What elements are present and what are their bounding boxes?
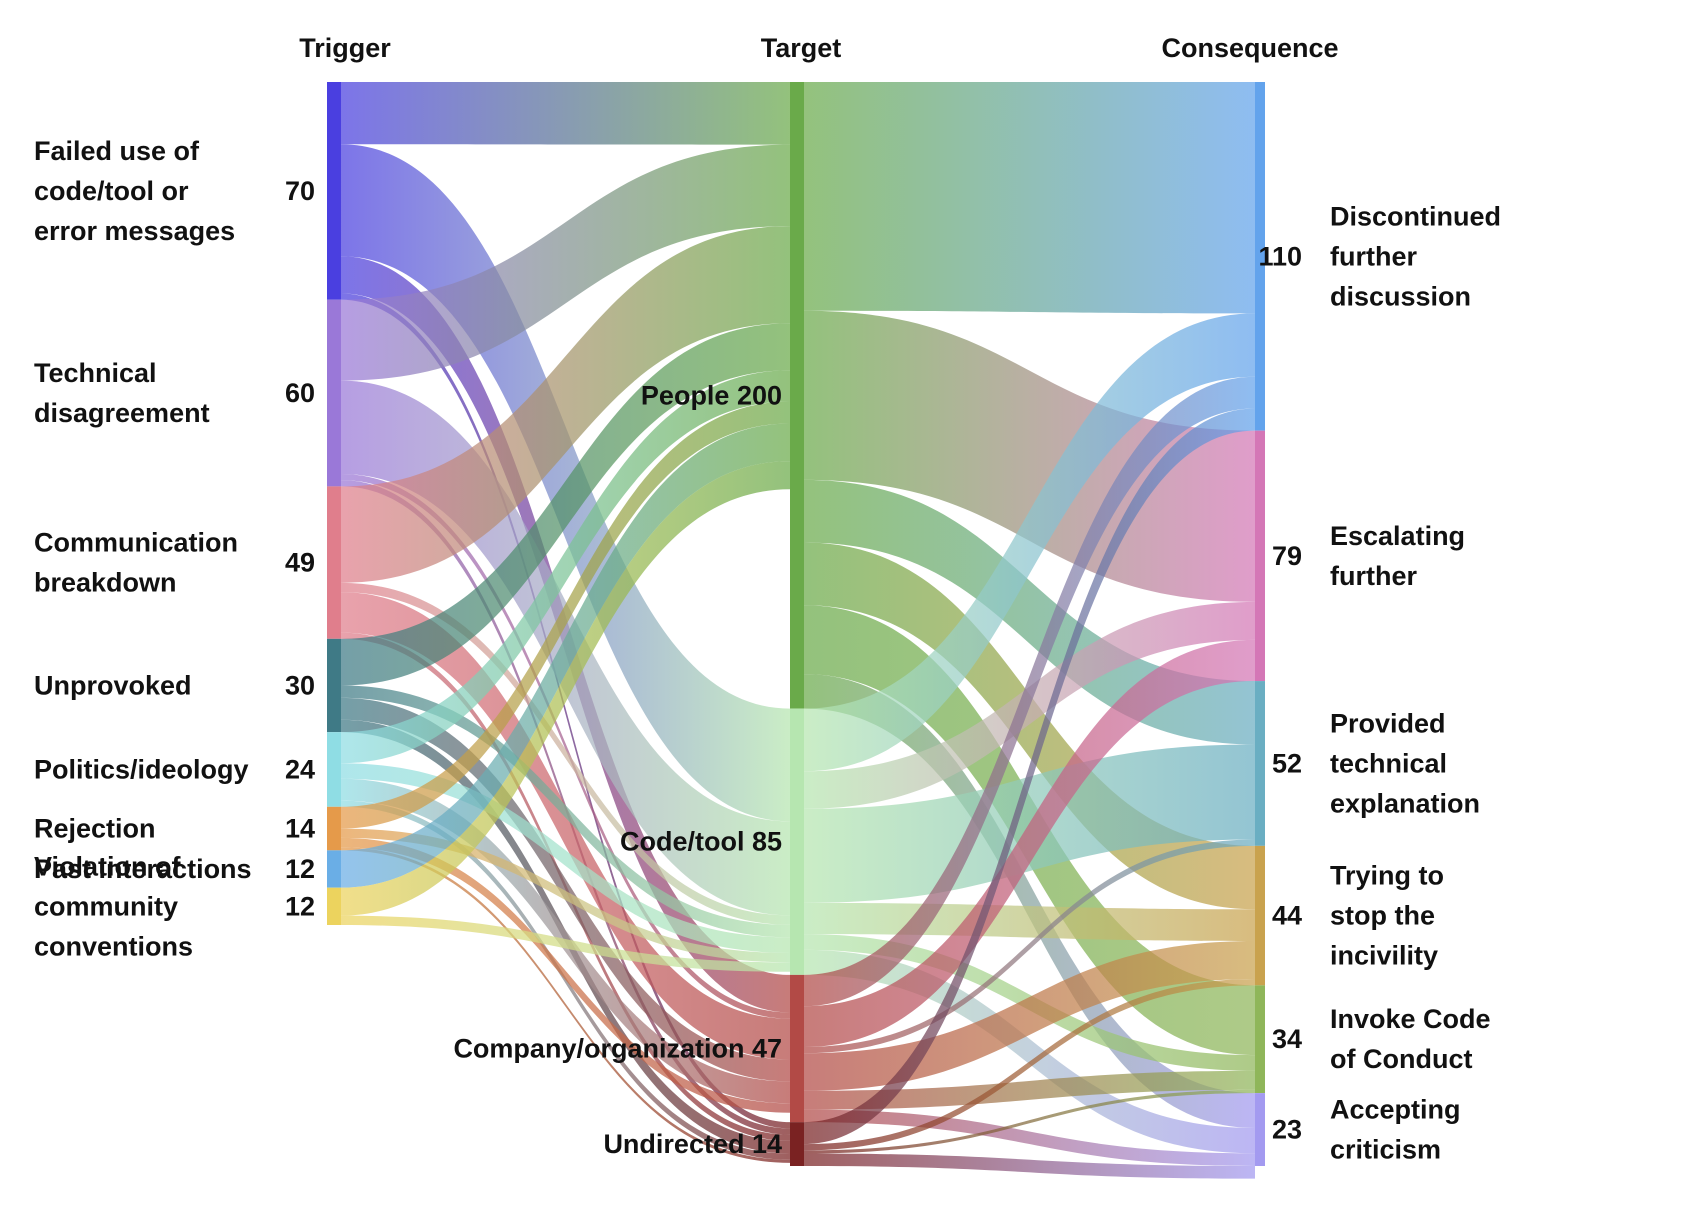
link-politics-ideology-to-undirected [341,800,790,1160]
link-company-organization-to-discontinued-further-discussion [804,376,1255,1007]
link-failed-use-of-code-tool-or-error-messages-to-people [341,82,790,145]
trigger-label-rejection: Rejection [34,814,156,844]
link-rejection-to-company-organization [341,837,790,1113]
target-label-company-organization: Company/organization 47 [453,1034,782,1064]
link-undirected-to-trying-to-stop-the-incivility [804,978,1255,1151]
consequence-label-accepting-criticism: Accepting criticism [1330,1095,1461,1165]
link-people-to-discontinued-further-discussion [804,82,1255,314]
node-consequence-provided-technical-explanation [1255,681,1265,846]
link-people-to-escalating-further [804,310,1255,602]
node-trigger-technical-disagreement [327,299,341,487]
link-communication-breakdown-to-company-organization [341,592,790,1060]
trigger-value-unprovoked: 30 [285,670,315,700]
link-politics-ideology-to-code-tool [341,763,790,953]
target-consequence-links [804,82,1255,1179]
node-trigger-rejection [327,806,341,851]
trigger-value-failed-use-of-code-tool-or-error-messages: 70 [285,176,315,206]
link-past-interactions-to-people [341,423,790,888]
target-label-people: People 200 [641,380,782,410]
link-unprovoked-to-company-organization [341,697,790,1082]
node-target-undirected [790,1122,804,1166]
link-company-organization-to-accepting-criticism [804,1109,1255,1166]
link-technical-disagreement-to-people [341,144,790,381]
node-consequence-discontinued-further-discussion [1255,82,1265,431]
trigger-label-past-interactions: Past interactions [34,854,252,884]
consequence-label-discontinued-further-discussion: Discontinued further discussion [1330,201,1501,311]
consequence-value-provided-technical-explanation: 52 [1272,748,1302,778]
trigger-label-communication-breakdown: Communication breakdown [34,528,238,598]
link-unprovoked-to-people [341,323,790,686]
link-undirected-to-discontinued-further-discussion [804,408,1255,1145]
trigger-label-failed-use-of-code-tool-or-error-messages: Failed use of code/tool or error messages [34,136,235,246]
trigger-value-rejection: 14 [285,814,315,844]
stage-title-trigger: Trigger [299,33,391,63]
link-company-organization-to-escalating-further [804,639,1255,1047]
trigger-value-communication-breakdown: 49 [285,548,315,578]
link-rejection-to-undirected [341,847,790,1163]
link-technical-disagreement-to-company-organization [341,473,790,1019]
link-violation-of-community-conventions-to-people [341,461,790,916]
link-failed-use-of-code-tool-or-error-messages-to-undirected [341,293,790,1129]
trigger-target-links [341,82,790,1163]
node-consequence-escalating-further [1255,430,1265,682]
consequence-value-escalating-further: 79 [1272,541,1302,571]
trigger-value-politics-ideology: 24 [285,754,315,784]
consequence-value-accepting-criticism: 23 [1272,1115,1302,1145]
target-label-undirected: Undirected 14 [603,1129,782,1159]
consequence-label-provided-technical-explanation: Provided technical explanation [1330,708,1480,818]
node-trigger-past-interactions [327,850,341,888]
node-trigger-politics-ideology [327,732,341,807]
node-target-people [790,82,804,709]
stage-title-consequence: Consequence [1161,33,1338,63]
node-trigger-failed-use-of-code-tool-or-error-messages [327,82,341,300]
link-company-organization-to-invoke-code-of-conduct [804,1070,1255,1110]
consequence-label-escalating-further: Escalating further [1330,521,1465,591]
consequence-value-trying-to-stop-the-incivility: 44 [1272,901,1302,931]
consequence-label-trying-to-stop-the-incivility: Trying to stop the incivility [1330,861,1444,971]
trigger-value-technical-disagreement: 60 [285,378,315,408]
link-code-tool-to-accepting-criticism [804,949,1255,1154]
trigger-value-past-interactions: 12 [285,854,315,884]
consequence-value-invoke-code-of-conduct: 34 [1272,1024,1302,1054]
node-consequence-invoke-code-of-conduct [1255,985,1265,1094]
link-people-to-accepting-criticism [804,674,1255,1128]
consequence-value-discontinued-further-discussion: 110 [1258,241,1302,271]
node-trigger-violation-of-community-conventions [327,887,341,925]
link-rejection-to-code-tool [341,828,790,963]
target-label-code-tool: Code/tool 85 [620,827,782,857]
link-unprovoked-to-code-tool [341,685,790,938]
link-politics-ideology-to-people [341,370,790,764]
link-communication-breakdown-to-code-tool [341,582,790,925]
link-code-tool-to-discontinued-further-discussion [804,313,1255,772]
stage-titles: Trigger Target Consequence [299,33,1338,63]
link-undirected-to-accepting-criticism [804,1153,1255,1179]
node-target-company-organization [790,974,804,1123]
node-consequence-trying-to-stop-the-incivility [1255,845,1265,986]
node-trigger-unprovoked [327,638,341,733]
trigger-label-politics-ideology: Politics/ideology [34,754,249,784]
consequence-label-invoke-code-of-conduct: Invoke Code of Conduct [1330,1004,1491,1074]
link-violation-of-community-conventions-to-code-tool [341,915,790,972]
trigger-value-violation-of-community-conventions: 12 [285,891,315,921]
link-code-tool-to-trying-to-stop-the-incivility [804,902,1255,941]
link-undirected-to-invoke-code-of-conduct [804,1089,1255,1154]
link-rejection-to-people [341,401,790,829]
link-communication-breakdown-to-people [341,226,790,583]
trigger-label-violation-of-community-conventions: Violation of community conventions [34,851,193,961]
stage-title-target: Target [761,33,842,63]
nodes [327,82,1265,1166]
node-trigger-communication-breakdown [327,486,341,639]
link-company-organization-to-provided-technical-explanation [804,839,1255,1054]
node-consequence-accepting-criticism [1255,1093,1265,1166]
node-target-code-tool [790,708,804,975]
link-people-to-provided-technical-explanation [804,479,1255,745]
trigger-label-technical-disagreement: Technical disagreement [34,358,210,428]
trigger-label-unprovoked: Unprovoked [34,670,192,700]
labels: Failed use of code/tool or error messages 7… [34,136,1501,1165]
